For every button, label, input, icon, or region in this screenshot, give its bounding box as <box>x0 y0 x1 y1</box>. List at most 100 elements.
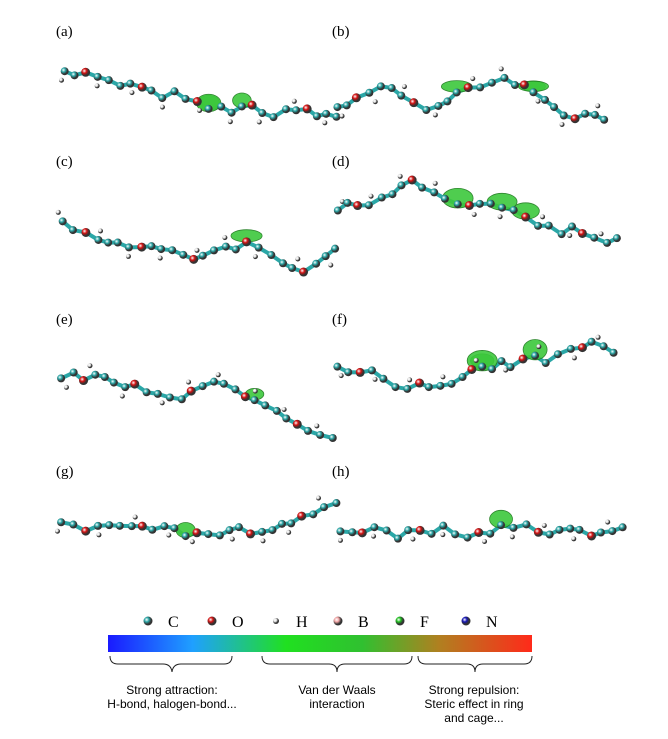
atom <box>348 528 357 537</box>
atom <box>60 67 69 76</box>
atom <box>534 221 543 230</box>
atom <box>79 376 89 386</box>
atom <box>148 525 157 534</box>
atom <box>159 104 165 110</box>
atom <box>447 379 456 388</box>
atom <box>550 103 559 112</box>
atom <box>440 374 446 380</box>
atom <box>157 245 166 254</box>
atom <box>577 343 587 353</box>
atom <box>215 531 224 540</box>
atom <box>497 357 506 366</box>
atom <box>544 221 553 230</box>
legend-atom <box>273 618 279 624</box>
atom <box>368 193 374 199</box>
caption: Strong repulsion: <box>429 683 520 697</box>
atom <box>342 101 351 110</box>
atom <box>170 87 179 96</box>
atom <box>474 527 484 537</box>
atom <box>198 382 207 391</box>
atom <box>498 66 504 72</box>
atom <box>452 88 461 97</box>
atom <box>332 112 341 121</box>
caption: H-bond, halogen-bond... <box>107 697 236 711</box>
atom <box>598 231 604 237</box>
atom <box>242 237 252 247</box>
atom <box>581 109 590 118</box>
atom <box>142 388 151 397</box>
legend-symbol: H <box>296 614 308 631</box>
atom <box>198 251 207 260</box>
atom <box>292 419 302 429</box>
atom <box>364 201 373 210</box>
atom <box>367 366 376 375</box>
atom <box>506 363 515 372</box>
atom <box>553 350 562 359</box>
caption: and cage... <box>444 711 503 725</box>
atom <box>215 372 221 378</box>
atom <box>291 98 297 104</box>
atom <box>234 523 243 532</box>
atom <box>116 81 125 90</box>
atom <box>287 519 296 528</box>
atom <box>227 119 233 125</box>
atom <box>281 406 287 412</box>
atom <box>519 80 529 90</box>
atom <box>104 76 113 85</box>
atom <box>372 376 378 382</box>
atom <box>436 381 445 390</box>
atom <box>467 364 477 374</box>
atom <box>246 529 256 539</box>
atom <box>478 362 487 371</box>
atom <box>237 102 246 111</box>
atom <box>409 98 419 108</box>
atom <box>608 527 617 536</box>
legend-symbol: C <box>168 614 179 631</box>
atom <box>137 242 147 252</box>
atom <box>471 211 477 217</box>
atom <box>353 201 363 211</box>
atom <box>94 235 103 244</box>
atom <box>168 246 177 255</box>
atom <box>587 337 596 346</box>
atom <box>124 243 133 252</box>
molecule <box>54 495 341 545</box>
atom <box>105 521 114 530</box>
atom <box>94 521 103 530</box>
atom <box>540 95 549 104</box>
atom <box>299 267 309 277</box>
caption: interaction <box>309 697 364 711</box>
atom <box>126 79 135 88</box>
atom <box>568 222 577 231</box>
atom <box>339 113 345 119</box>
atom <box>587 531 597 541</box>
atom <box>497 521 506 530</box>
atom <box>596 528 605 537</box>
atom <box>204 530 213 539</box>
atom <box>567 233 573 239</box>
atom <box>372 99 378 105</box>
atom <box>100 372 109 381</box>
atom <box>282 105 291 114</box>
atom <box>194 247 200 253</box>
atom <box>415 525 425 535</box>
atom <box>309 510 318 519</box>
atom <box>258 109 267 118</box>
atom <box>186 379 192 385</box>
atom <box>382 526 391 535</box>
legend-atom <box>395 616 405 626</box>
atom <box>458 373 467 382</box>
braces <box>109 655 533 673</box>
atom <box>286 529 292 535</box>
color-scale-bar <box>108 635 532 652</box>
atom <box>127 522 136 531</box>
atom <box>314 423 320 429</box>
caption: Van der Waals <box>298 683 375 697</box>
atom <box>333 103 342 112</box>
atom <box>267 251 276 260</box>
atom <box>288 263 297 272</box>
atom <box>322 109 331 118</box>
atom <box>157 255 163 261</box>
atom <box>376 82 385 91</box>
atom <box>331 244 340 253</box>
